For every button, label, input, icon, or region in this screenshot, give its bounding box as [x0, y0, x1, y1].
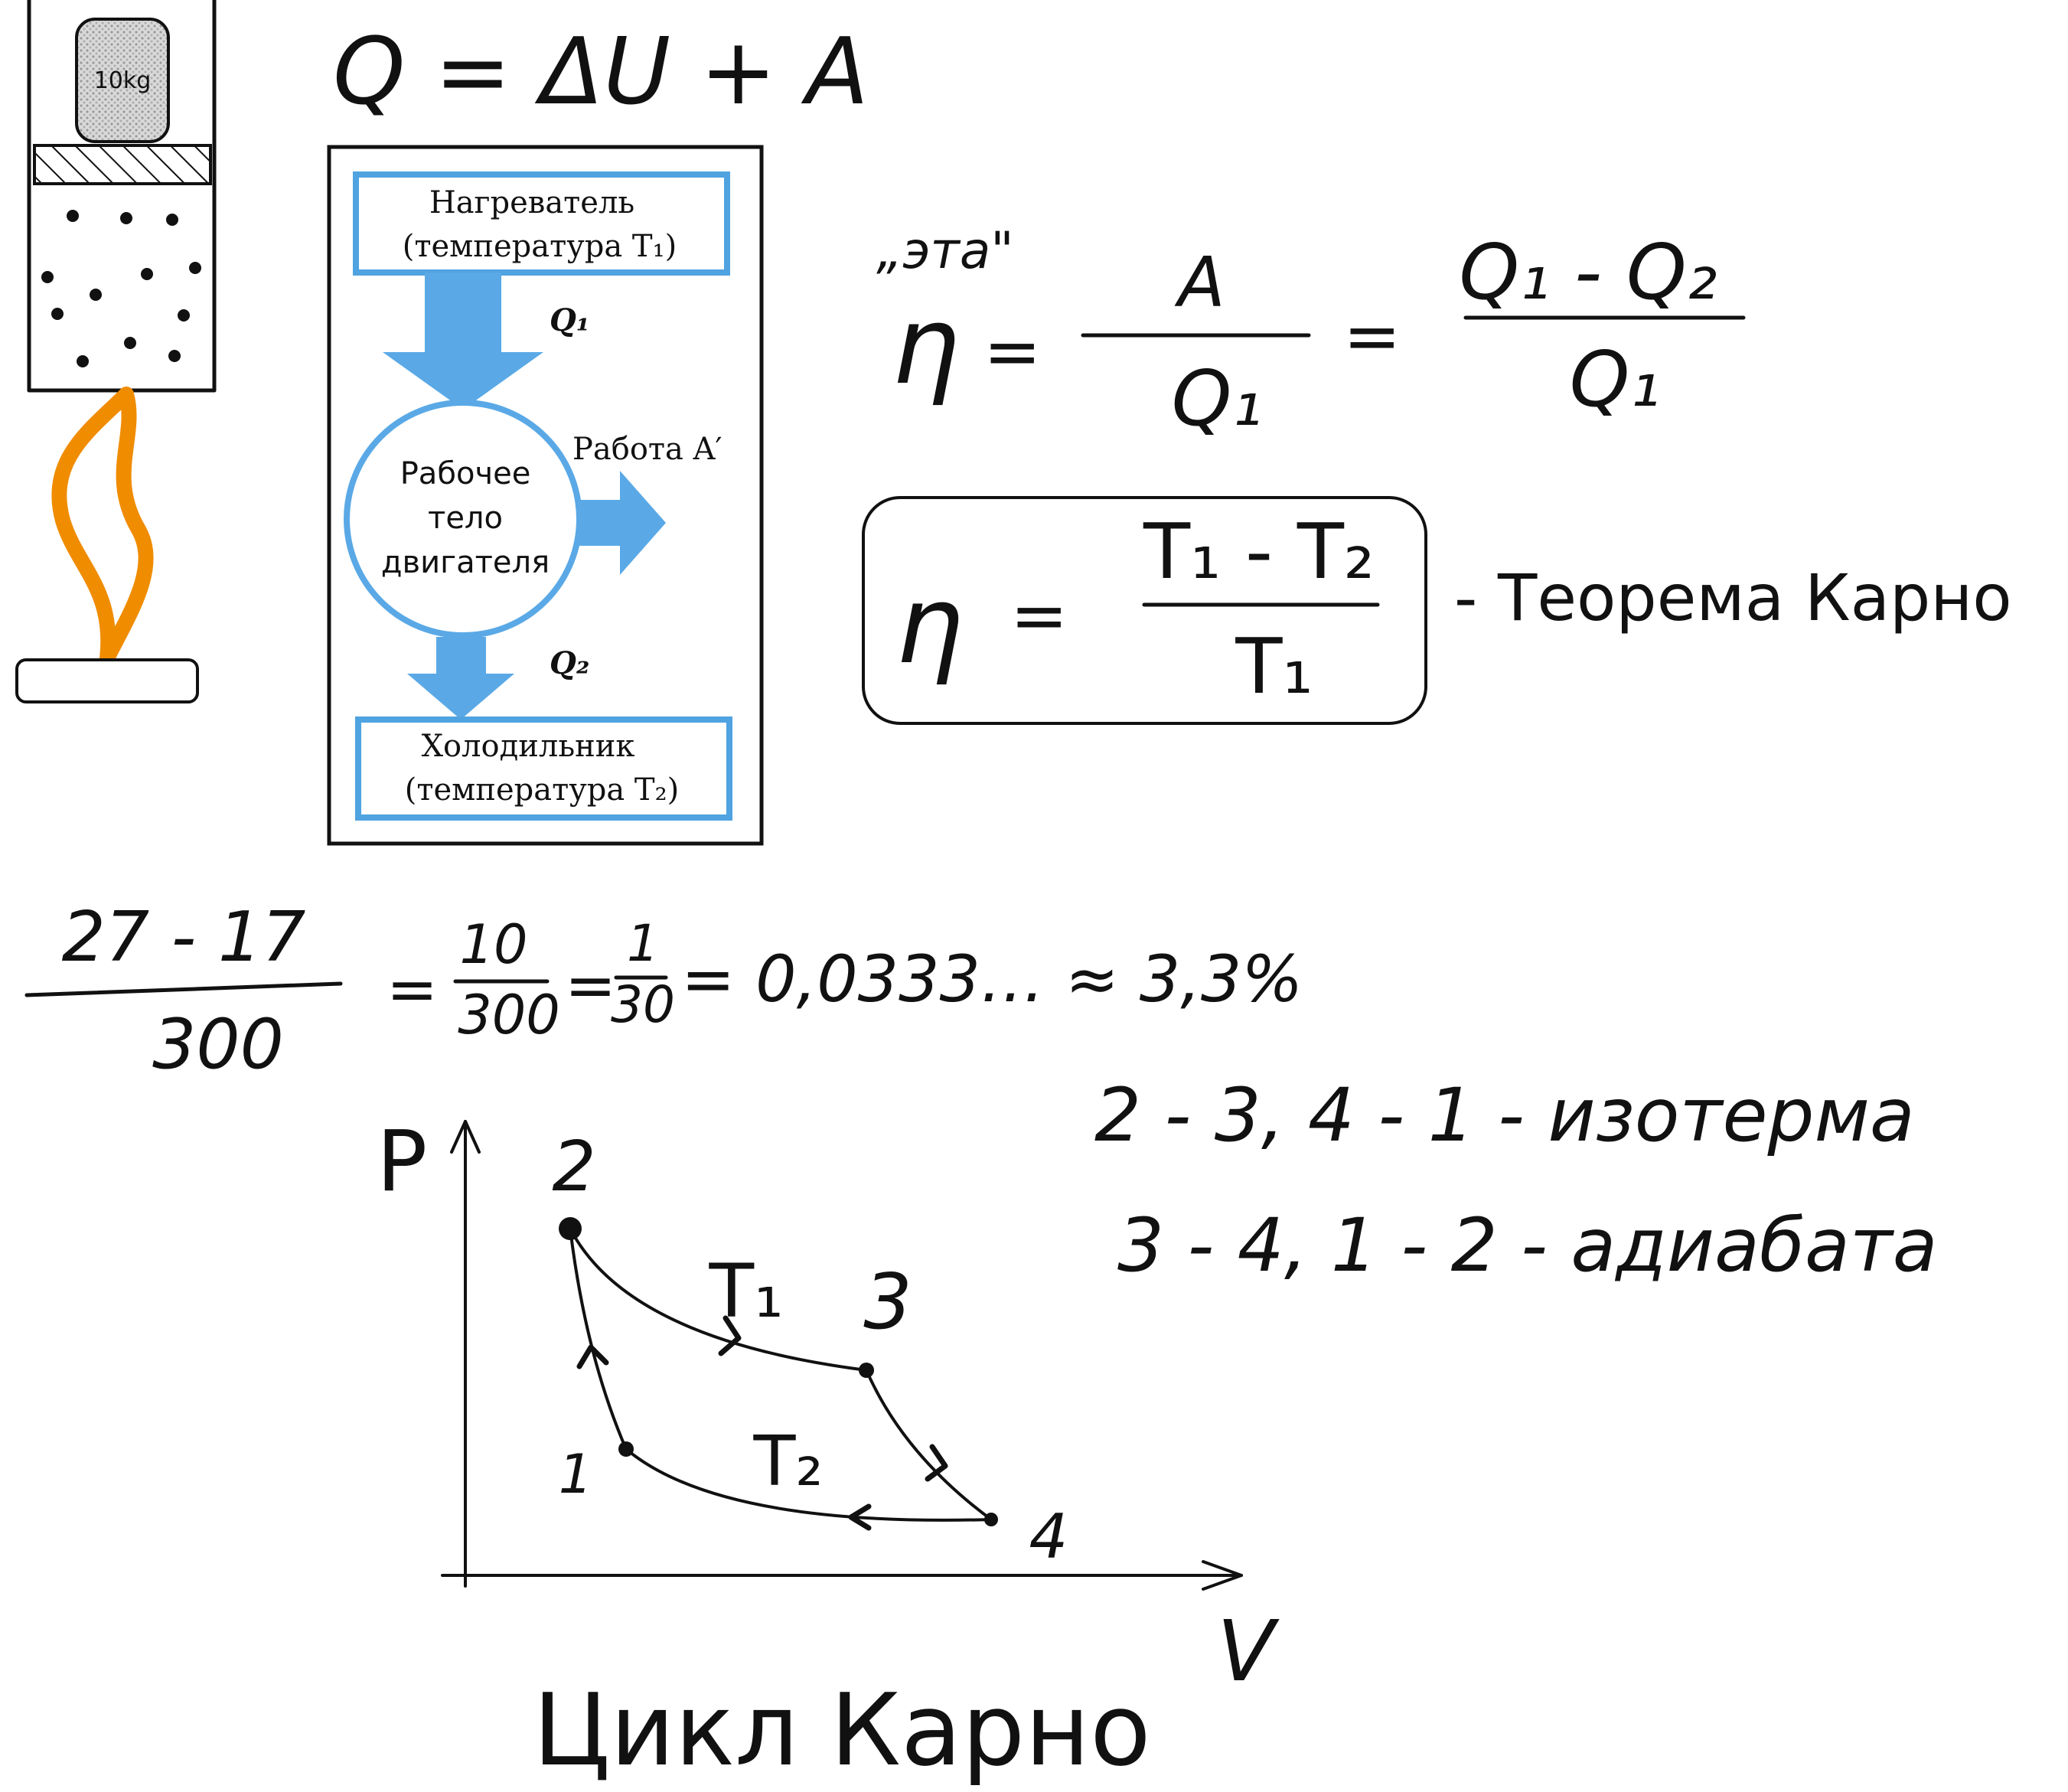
q1-arrow — [383, 273, 543, 410]
adiabat-3-4 — [865, 1369, 993, 1521]
efficiency-calculation: 27 - 17 300 = 10 300 = 1 30 = 0,0333… ≈ … — [24, 897, 1303, 1085]
v-axis-label: V — [1217, 1602, 1280, 1700]
direction-arrow-3-4-icon — [925, 1444, 948, 1482]
fraction1-denominator: Q₁ — [1172, 354, 1263, 443]
point-label-1: 1 — [559, 1443, 593, 1506]
carnot-theorem-caption: - Теорема Карно — [1454, 560, 2012, 635]
flame-icon — [51, 387, 154, 666]
carnot-numerator: T₁ - T₂ — [1143, 507, 1375, 596]
q2-arrow — [407, 637, 514, 720]
isotherm-note: 2 - 3, 4 - 1 - изотерма — [1094, 1072, 1915, 1158]
heat-engine-scheme: Нагреватель (температура T₁) Q₁ Рабочее … — [327, 145, 764, 846]
fraction2-numerator: Q₁ - Q₂ — [1459, 227, 1717, 317]
calc-denominator-2: 300 — [458, 984, 560, 1046]
state-point-4 — [984, 1513, 998, 1526]
q1-label: Q₁ — [550, 302, 589, 338]
fraction2-denominator: Q₁ — [1570, 335, 1661, 424]
heater-title: Нагреватель — [429, 185, 634, 220]
working-body-line3: двигателя — [381, 545, 550, 580]
adiabat-1-2 — [569, 1227, 628, 1451]
diagram-title: Цикл Карно — [533, 1672, 1150, 1788]
point-label-2: 2 — [552, 1127, 595, 1207]
carnot-formula-box — [862, 496, 1427, 725]
p-axis-label: P — [377, 1112, 427, 1210]
cooler-title: Холодильник — [422, 729, 635, 764]
heater-box — [353, 171, 730, 276]
isotherm-t2-label: T₂ — [752, 1422, 823, 1502]
point-label-3: 3 — [863, 1257, 912, 1346]
weight-block — [75, 18, 170, 143]
direction-arrow-1-2-icon — [576, 1344, 609, 1369]
gas-molecules — [41, 210, 201, 367]
efficiency-formula: „эта" η = A Q₁ = Q₁ - Q₂ Q₁ — [876, 221, 1746, 443]
gas-cylinder-sketch: 10kg — [15, 0, 217, 703]
carnot-equals-sign: = — [1010, 576, 1068, 656]
work-label: Работа A′ — [572, 432, 722, 467]
carnot-theorem: η = T₁ - T₂ T₁ - Теорема Карно — [862, 496, 2012, 725]
carnot-eta-symbol: η — [895, 563, 964, 688]
piston — [33, 144, 212, 185]
pv-diagram: P V 1 2 3 4 T₁ T₂ Цикл Карно — [377, 1112, 1280, 1788]
eta-name: „эта" — [876, 221, 1014, 280]
working-body-line2: тело — [428, 501, 503, 536]
state-point-2 — [559, 1217, 582, 1240]
calc-numerator-2: 10 — [459, 913, 527, 976]
v-axis-arrow-icon — [1202, 1560, 1243, 1591]
state-point-1 — [618, 1441, 634, 1457]
carnot-denominator: T₁ — [1235, 622, 1313, 711]
calc-numerator-3: 1 — [627, 914, 659, 973]
cooler-box — [355, 716, 732, 821]
working-body-line1: Рабочее — [400, 456, 531, 491]
first-law-formula: Q = ΔU + A — [333, 19, 869, 126]
calc-numerator: 27 - 17 — [62, 897, 306, 978]
point-label-4: 4 — [1029, 1501, 1068, 1572]
fraction1-numerator: A — [1174, 243, 1225, 323]
equals-sign-2: = — [1343, 296, 1401, 377]
p-axis-arrow-icon — [450, 1120, 481, 1154]
calc-result: = 0,0333… ≈ 3,3% — [681, 942, 1303, 1017]
eta-symbol: η — [892, 284, 960, 409]
isotherm-4-1 — [625, 1448, 993, 1522]
adiabat-note: 3 - 4, 1 - 2 - адиабата — [1117, 1203, 1938, 1288]
work-arrow — [579, 471, 666, 575]
isotherm-2-3 — [569, 1227, 868, 1372]
weight-label: 10kg — [94, 67, 152, 94]
cooler-temperature: (температура T₂) — [405, 772, 679, 808]
calc-denominator-3: 30 — [611, 975, 675, 1034]
heater-temperature: (температура T₁) — [403, 229, 677, 264]
calc-denominator: 300 — [152, 1004, 284, 1085]
q2-label: Q₂ — [550, 645, 589, 681]
direction-arrow-2-3-icon — [718, 1315, 742, 1356]
equals-sign-1: = — [983, 312, 1041, 392]
calc-equals-1: = — [387, 954, 438, 1025]
calc-equals-2: = — [565, 950, 616, 1021]
state-point-3 — [859, 1363, 874, 1378]
direction-arrow-4-1-icon — [848, 1503, 872, 1531]
burner-base — [15, 658, 199, 703]
calc-fraction-bar — [24, 981, 343, 997]
isotherm-t1-label: T₁ — [708, 1249, 783, 1334]
